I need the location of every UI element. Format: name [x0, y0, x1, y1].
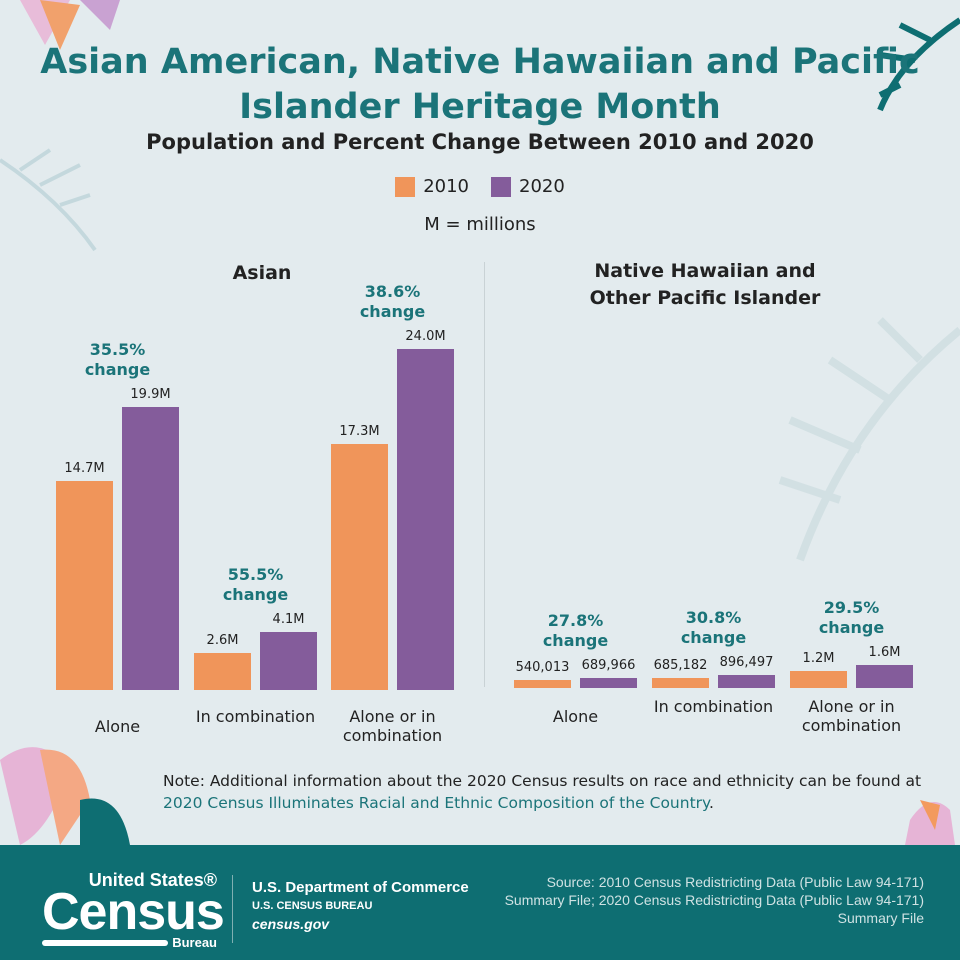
footer: United States® Census Bureau U.S. Depart…	[0, 845, 960, 960]
panel-divider	[484, 262, 485, 687]
percent-change-value: 30.8%	[685, 608, 742, 628]
bar-2020	[260, 631, 317, 690]
census-logo[interactable]: United States® Census Bureau	[42, 870, 225, 950]
category-label: In combination	[195, 707, 316, 726]
department-name: U.S. Department of Commerce	[252, 879, 469, 896]
percent-change-label: 30.8% change	[654, 608, 774, 648]
bar-2010	[56, 481, 113, 690]
percent-change-word: change	[818, 618, 885, 638]
percent-change-value: 27.8%	[547, 611, 604, 631]
bar-value-label: 1.6M	[868, 645, 901, 661]
category-label: Alone or in combination	[801, 697, 902, 735]
note-text: Note: Additional information about the 2…	[163, 772, 922, 790]
legend-label: 2020	[519, 176, 565, 197]
flower-icon	[0, 747, 955, 845]
percent-change-label: 29.5% change	[792, 598, 912, 638]
bar-value-label: 4.1M	[272, 611, 305, 627]
bar-2020	[397, 349, 454, 690]
unit-note: M = millions	[424, 214, 536, 235]
bar-value-label: 2.6M	[206, 633, 239, 649]
bar-2010	[652, 678, 709, 688]
bar-value-label: 17.3M	[339, 424, 380, 440]
bar-2020	[122, 407, 179, 690]
palm-leaf-icon	[778, 317, 960, 562]
percent-change-value: 38.6%	[364, 282, 421, 302]
department-block: U.S. Department of Commerce U.S. CENSUS …	[252, 879, 469, 932]
category-label: Alone	[94, 717, 141, 736]
page-title: Asian American, Native Hawaiian and Paci…	[40, 42, 920, 127]
note-link[interactable]: 2020 Census Illuminates Racial and Ethni…	[163, 794, 709, 812]
bar-2020	[580, 678, 637, 688]
percent-change-value: 35.5%	[89, 340, 146, 360]
footer-divider	[232, 875, 233, 943]
bar-2020	[856, 665, 913, 688]
chart-subtitle: Population and Percent Change Between 20…	[146, 130, 814, 154]
bar-value-label: 896,497	[719, 655, 774, 671]
category-label: Alone	[552, 707, 599, 726]
palm-leaf-icon	[0, 148, 97, 252]
legend-item-2020: 2020	[491, 176, 565, 197]
legend-swatch-2020	[491, 176, 511, 197]
percent-change-label: 35.5% change	[58, 340, 178, 380]
bar-2020	[718, 675, 775, 688]
bar-value-label: 685,182	[653, 658, 708, 674]
legend-swatch-2010	[395, 176, 416, 197]
bar-value-label: 540,013	[515, 660, 570, 676]
percent-change-word: change	[222, 584, 289, 604]
bar-value-label: 14.7M	[64, 461, 105, 477]
bar-value-label: 24.0M	[405, 329, 446, 345]
website-link[interactable]: census.gov	[252, 916, 330, 932]
note: Note: Additional information about the 2…	[163, 770, 943, 814]
legend-item-2010: 2010	[395, 176, 469, 197]
logo-text-bottom: Bureau	[172, 935, 217, 950]
percent-change-word: change	[542, 631, 609, 651]
bar-value-label: 19.9M	[130, 387, 171, 403]
source-text: Source: 2010 Census Redistricting Data (…	[504, 874, 924, 926]
bureau-name: U.S. CENSUS BUREAU	[252, 900, 373, 912]
percent-change-word: change	[359, 302, 426, 322]
category-label: Alone or in combination	[342, 707, 443, 745]
percent-change-word: change	[680, 628, 747, 648]
legend: 2010 2020	[0, 176, 960, 197]
note-suffix: .	[708, 794, 714, 812]
category-label: In combination	[653, 697, 774, 716]
logo-text-main: Census	[42, 883, 225, 941]
bar-2010	[194, 653, 251, 690]
bar-2010	[790, 670, 847, 688]
percent-change-value: 55.5%	[227, 564, 284, 584]
bar-value-label: 689,966	[581, 658, 636, 674]
bar-2010	[331, 444, 388, 690]
logo-text-top: United States®	[88, 870, 217, 890]
panel-title-nhpi: Native Hawaiian and Other Pacific Island…	[589, 260, 821, 309]
percent-change-label: 27.8% change	[516, 611, 636, 651]
bar-value-label: 1.2M	[802, 650, 835, 666]
panel-title-asian: Asian	[232, 262, 292, 284]
percent-change-label: 55.5% change	[196, 565, 316, 605]
percent-change-value: 29.5%	[823, 598, 880, 618]
palm-leaf-icon	[877, 17, 960, 112]
bar-2010	[514, 680, 571, 688]
legend-label: 2010	[423, 176, 469, 197]
percent-change-word: change	[84, 360, 151, 380]
percent-change-label: 38.6% change	[333, 282, 453, 322]
